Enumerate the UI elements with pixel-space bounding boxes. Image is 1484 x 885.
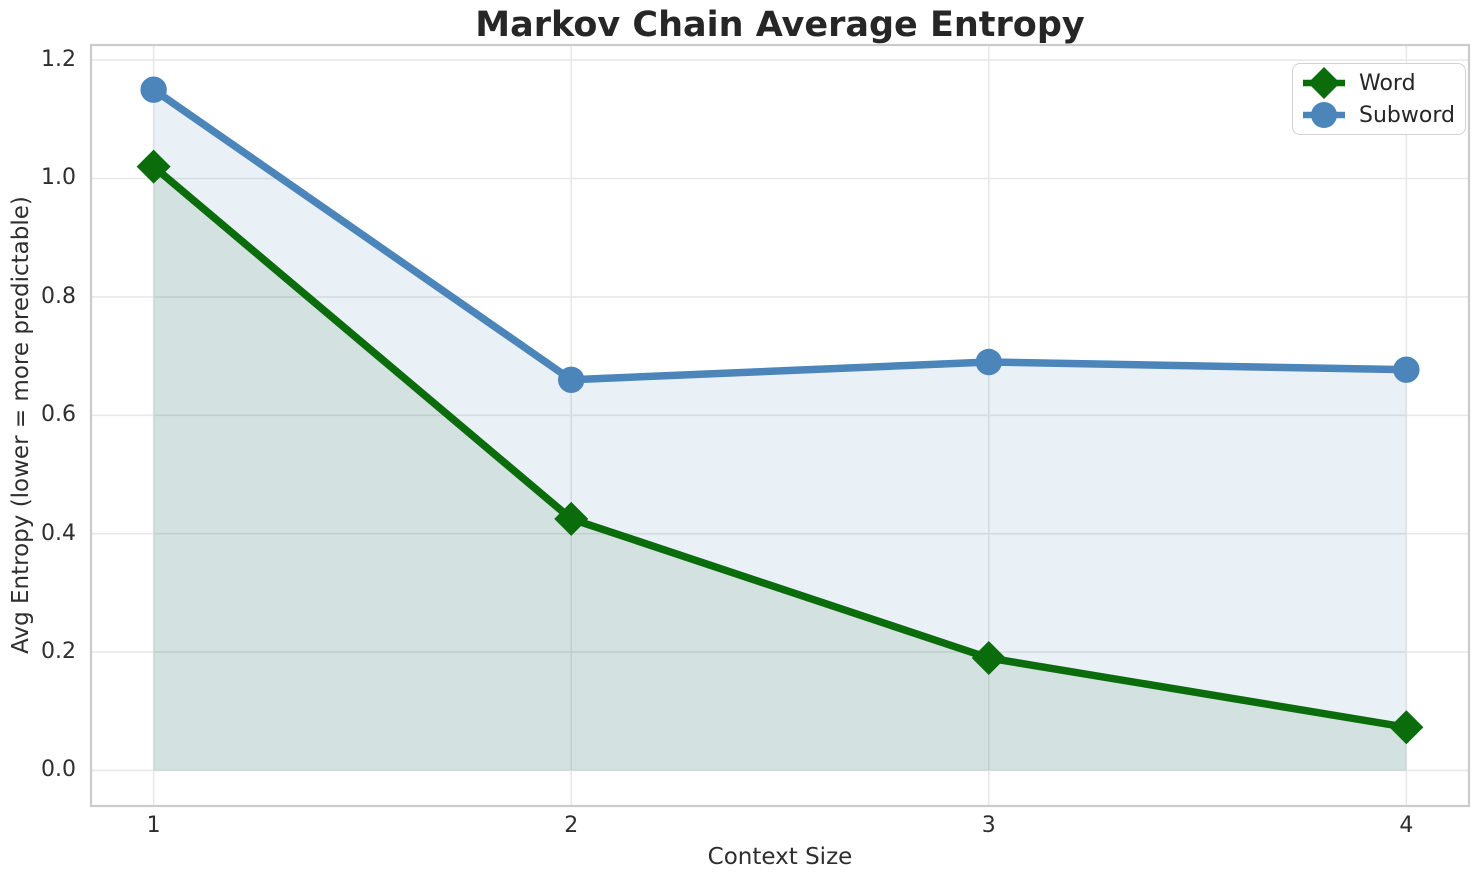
word-area	[153, 166, 1407, 771]
word-point	[971, 641, 1006, 676]
x-tick-label: 3	[981, 813, 996, 838]
x-axis-title: Context Size	[707, 844, 853, 870]
subword-area	[153, 89, 1407, 771]
x-tick-label: 2	[564, 813, 579, 838]
legend-item-word: Word	[1301, 67, 1455, 99]
x-tick-label: 4	[1399, 813, 1414, 838]
subword-markers	[140, 76, 1420, 393]
subword-line	[149, 85, 1411, 384]
plot-border	[89, 43, 1471, 808]
y-tick-label: 0.0	[41, 757, 76, 783]
legend-item-subword: Subword	[1301, 99, 1455, 131]
word-point	[136, 149, 171, 184]
word-point	[554, 501, 589, 536]
subword-point	[1393, 356, 1420, 383]
subword-point	[558, 366, 585, 393]
word-line	[149, 162, 1411, 732]
x-tick-label: 1	[146, 813, 161, 838]
word-point	[1389, 710, 1424, 745]
y-tick-label: 0.8	[41, 283, 76, 309]
subword-point	[975, 348, 1002, 376]
subword-point	[140, 76, 167, 103]
y-axis-title: Avg Entropy (lower = more predictable)	[8, 196, 34, 654]
legend-label-word: Word	[1359, 70, 1416, 96]
legend-diamond-icon	[1303, 67, 1345, 99]
y-tick-label: 0.4	[41, 520, 76, 546]
chart-title: Markov Chain Average Entropy	[475, 5, 1085, 45]
y-tick-label: 0.6	[41, 402, 76, 428]
legend-circle-icon	[1303, 102, 1345, 128]
y-tick-label: 0.2	[41, 639, 76, 665]
y-tick-label: 1.0	[41, 165, 76, 191]
legend-label-subword: Subword	[1359, 102, 1455, 128]
word-markers	[136, 149, 1424, 745]
y-tick-label: 1.2	[41, 47, 76, 73]
legend: Word Subword	[1292, 63, 1466, 135]
